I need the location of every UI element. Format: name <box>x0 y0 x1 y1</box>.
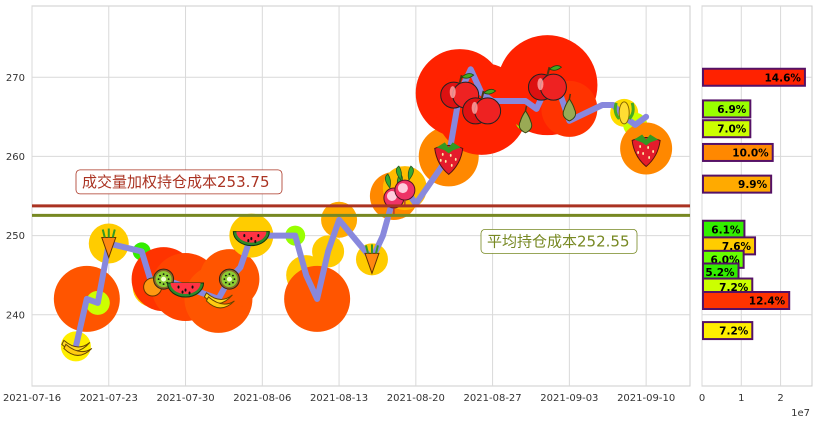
x-tick-label: 2021-07-16 <box>3 393 61 404</box>
bar-x-tick-label: 0 <box>699 393 705 404</box>
distribution-bar-label: 6.9% <box>717 104 747 116</box>
distribution-bar-rect <box>702 142 774 162</box>
apple-icon <box>462 88 502 125</box>
radish-icon <box>394 165 416 207</box>
volume-distribution-panel: 14.6%6.9%7.0%10.0%9.9%6.1%7.6%6.0%5.2%7.… <box>699 5 813 419</box>
x-tick-label: 2021-09-10 <box>617 393 675 404</box>
y-tick-label: 240 <box>6 310 25 321</box>
bar-axis-multiplier: 1e7 <box>791 408 810 419</box>
x-tick-label: 2021-08-20 <box>387 393 445 404</box>
distribution-bar-rect <box>702 67 806 87</box>
y-tick-label: 270 <box>6 73 25 84</box>
reference-line-label: 平均持仓成本252.55 <box>487 232 630 250</box>
reference-line-label: 成交量加权持仓成本253.75 <box>82 173 270 191</box>
distribution-bar: 9.9% <box>702 174 773 194</box>
distribution-bars: 14.6%6.9%7.0%10.0%9.9%6.1%7.6%6.0%5.2%7.… <box>702 67 806 341</box>
distribution-bar-rect <box>702 321 754 341</box>
reference-lines <box>32 204 690 217</box>
distribution-bar: 6.9% <box>702 99 752 119</box>
distribution-bar-label: 10.0% <box>732 147 769 159</box>
y-tick-label: 260 <box>6 152 25 163</box>
banana-icon <box>61 339 93 356</box>
strawberry-icon <box>434 142 464 176</box>
x-tick-label: 2021-09-03 <box>540 393 598 404</box>
reference-line-labels: 成交量加权持仓成本253.75 平均持仓成本252.55 <box>75 169 638 254</box>
distribution-bar: 6.1% <box>702 219 746 239</box>
x-tick-label: 2021-08-06 <box>233 393 291 404</box>
distribution-bar-rect <box>702 174 773 194</box>
apple-icon <box>440 73 480 109</box>
marker-icons <box>61 65 661 356</box>
distribution-bar-label: 7.0% <box>717 124 747 136</box>
distribution-bar: 7.2% <box>702 321 754 341</box>
bar-x-tick-label: 1 <box>738 393 744 404</box>
distribution-bar-rect <box>702 119 752 139</box>
watermelon-icon <box>167 282 205 298</box>
x-tick-label: 2021-07-30 <box>156 393 214 404</box>
distribution-bar-label: 6.1% <box>711 224 741 236</box>
kiwi-icon <box>218 268 240 290</box>
reference-label-box <box>480 228 638 254</box>
distribution-bar: 10.0% <box>702 142 774 162</box>
distribution-bar-label: 7.2% <box>719 326 749 338</box>
distribution-bar-label: 12.4% <box>749 296 786 308</box>
distribution-bar-label: 14.6% <box>764 72 801 84</box>
pear-icon <box>518 105 533 134</box>
price-panel-ticks: 2021-07-16 2021-07-23 2021-07-30 2021-08-06… <box>3 73 675 404</box>
reference-label-box <box>75 169 283 195</box>
corn-icon <box>613 101 635 125</box>
distribution-bar: 7.0% <box>702 119 752 139</box>
distribution-bar-rect <box>702 99 752 119</box>
distribution-bar-rect <box>702 291 791 310</box>
carrot-icon <box>364 244 380 275</box>
carrot-icon <box>101 228 117 260</box>
x-tick-label: 2021-07-23 <box>80 393 138 404</box>
distribution-bar: 14.6% <box>702 67 806 87</box>
pear-icon <box>562 93 577 122</box>
banana-icon <box>203 292 235 309</box>
y-tick-label: 250 <box>6 231 25 242</box>
distribution-panel-ticks: 0 1 2 1e7 <box>699 393 810 419</box>
x-tick-label: 2021-08-13 <box>310 393 368 404</box>
watermelon-icon <box>232 231 270 247</box>
x-tick-label: 2021-08-27 <box>464 393 522 404</box>
distribution-bar-label: 5.2% <box>705 267 735 279</box>
distribution-bar: 12.4% <box>702 291 791 310</box>
apple-icon <box>527 65 567 101</box>
price-panel: 2021-07-16 2021-07-23 2021-07-30 2021-08-06… <box>3 5 691 404</box>
distribution-bar-label: 9.9% <box>738 179 768 191</box>
bar-x-tick-label: 2 <box>777 393 783 404</box>
strawberry-icon <box>631 134 661 168</box>
